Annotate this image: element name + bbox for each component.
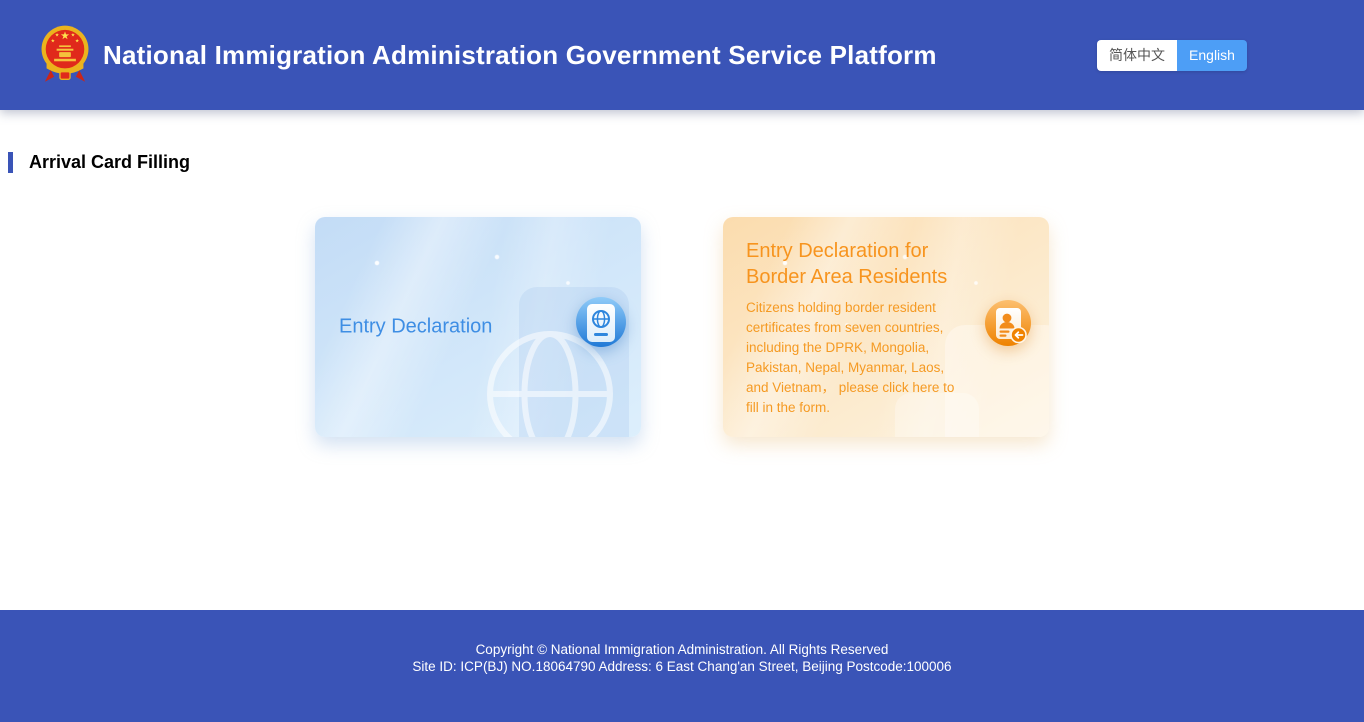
- copyright-line: Copyright © National Immigration Adminis…: [475, 642, 889, 657]
- lang-button-chinese[interactable]: 简体中文: [1097, 39, 1177, 71]
- entry-declaration-title: Entry Declaration: [339, 315, 493, 338]
- globe-watermark-icon: [475, 319, 625, 437]
- border-residents-description: Citizens holding border resident certifi…: [746, 300, 955, 415]
- site-info-line: Site ID: ICP(BJ) NO.18064790 Address: 6 …: [412, 659, 952, 674]
- card-row: Entry Declaration: [0, 217, 1364, 437]
- main-content: Arrival Card Filling Entry Declaration: [0, 110, 1364, 610]
- border-area-residents-card[interactable]: Entry Declaration for Border Area Reside…: [723, 217, 1049, 437]
- language-switcher: 简体中文 English: [1097, 39, 1247, 71]
- id-card-person-icon: [981, 297, 1035, 351]
- section-header: Arrival Card Filling: [8, 110, 1364, 173]
- card-watermark: [895, 393, 979, 437]
- card-watermark: [945, 325, 1049, 437]
- section-title: Arrival Card Filling: [29, 152, 191, 172]
- header-branding: National Immigration Administration Gove…: [38, 24, 937, 86]
- footer: Copyright © National Immigration Adminis…: [0, 610, 1364, 722]
- site-title: National Immigration Administration Gove…: [103, 39, 937, 70]
- entry-declaration-card[interactable]: Entry Declaration: [315, 217, 641, 437]
- national-emblem-icon: [38, 24, 92, 86]
- lang-button-english[interactable]: English: [1177, 39, 1247, 71]
- section-accent-bar: [8, 152, 13, 173]
- header: National Immigration Administration Gove…: [0, 0, 1364, 110]
- border-residents-title: Entry Declaration for Border Area Reside…: [746, 240, 948, 288]
- passport-globe-icon: [571, 295, 631, 355]
